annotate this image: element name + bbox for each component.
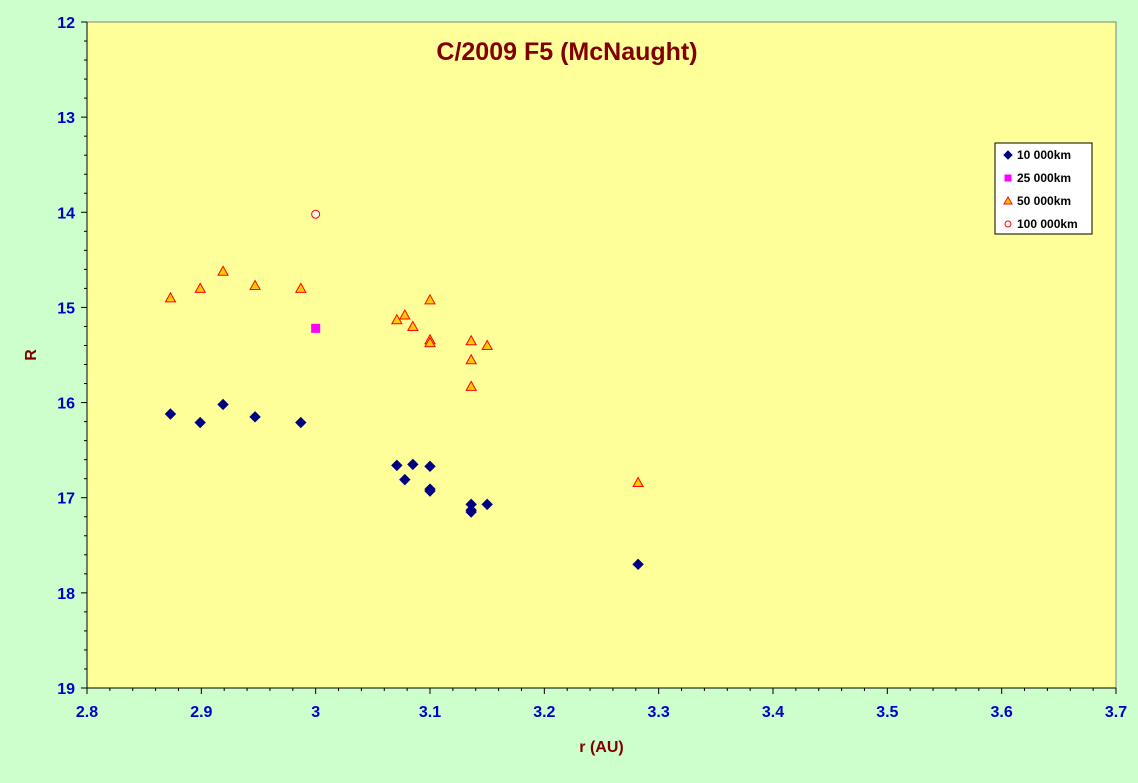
legend-label: 100 000km <box>1017 217 1078 231</box>
triangle-data-point <box>194 282 207 293</box>
x-tick-label: 2.8 <box>76 704 98 721</box>
x-tick-label: 2.9 <box>190 704 212 721</box>
x-tick-label: 3.4 <box>762 704 784 721</box>
legend-marker-triangle <box>1003 195 1013 205</box>
triangle-data-point <box>424 293 436 305</box>
y-tick-label: 15 <box>57 300 75 317</box>
legend-marker-diamond <box>1003 150 1013 160</box>
y-tick-label: 16 <box>57 396 75 413</box>
plot-area <box>86 21 1117 689</box>
y-tick-label: 13 <box>57 110 75 127</box>
diamond-data-point <box>217 398 229 411</box>
triangle-data-point <box>407 320 419 331</box>
diamond-data-point <box>164 408 177 420</box>
diamond-data-point <box>632 558 644 571</box>
triangle-data-point <box>632 476 644 487</box>
x-tick-label: 3.6 <box>991 704 1013 721</box>
square-data-point <box>311 323 321 333</box>
triangle-data-point <box>465 353 478 365</box>
triangle-data-point <box>465 380 478 391</box>
y-tick-label: 18 <box>57 586 75 603</box>
legend: 10 000km 25 000km 50 000km 100 000km <box>994 142 1093 235</box>
diamond-data-point <box>295 416 307 429</box>
x-tick-label: 3.7 <box>1105 704 1127 721</box>
y-tick-label: 17 <box>57 491 75 508</box>
x-axis-title: r (AU) <box>579 739 623 756</box>
y-tick-label: 12 <box>57 15 75 32</box>
triangle-data-point <box>164 291 177 303</box>
diamond-data-point <box>391 459 403 472</box>
legend-marker-circle <box>1004 220 1012 228</box>
x-tick-label: 3.3 <box>648 704 670 721</box>
diamond-data-point <box>399 473 411 486</box>
triangle-data-point <box>424 336 436 348</box>
diamond-data-point <box>424 485 436 497</box>
legend-label: 25 000km <box>1017 171 1071 185</box>
legend-box <box>994 142 1093 235</box>
legend-label: 50 000km <box>1017 194 1071 208</box>
triangle-data-point <box>249 279 261 291</box>
triangle-data-point <box>217 265 229 276</box>
x-tick-label: 3.5 <box>876 704 898 721</box>
diamond-data-point <box>249 411 261 423</box>
chart-title: C/2009 F5 (McNaught) <box>436 38 697 66</box>
triangle-data-point <box>465 334 478 346</box>
y-axis-title: R <box>23 349 40 361</box>
diamond-data-point <box>194 416 206 429</box>
legend-marker-square <box>1004 174 1012 182</box>
diamond-data-point <box>465 504 477 516</box>
triangle-data-point <box>398 309 411 320</box>
axes: 12 13 14 15 16 17 18 192.8 2.9 3 3.1 3.2 3.3 3.4 3.5 3.… <box>57 15 1127 721</box>
data-points <box>164 209 644 571</box>
triangle-data-point <box>481 339 494 350</box>
x-tick-label: 3.1 <box>419 704 441 721</box>
circle-data-point <box>311 209 321 219</box>
y-tick-label: 14 <box>57 205 75 222</box>
diamond-data-point <box>424 460 436 473</box>
x-tick-label: 3.2 <box>533 704 555 721</box>
diamond-data-point <box>481 498 493 511</box>
legend-label: 10 000km <box>1017 148 1071 162</box>
x-tick-label: 3 <box>311 704 320 721</box>
triangle-data-point <box>294 282 307 293</box>
diamond-data-point <box>407 458 419 471</box>
y-tick-label: 19 <box>57 681 75 698</box>
